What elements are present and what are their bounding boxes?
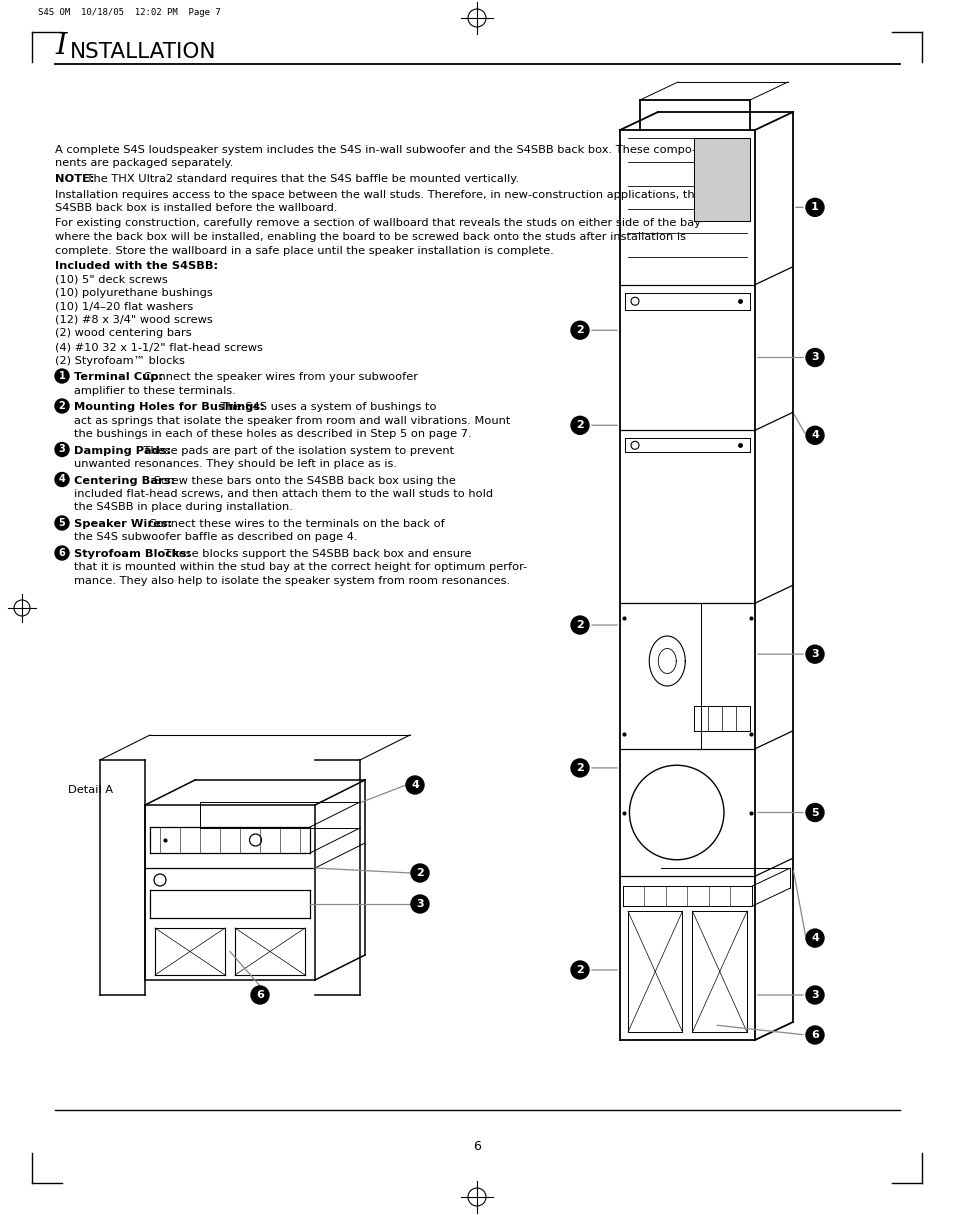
Text: 1: 1: [810, 203, 818, 213]
Text: unwanted resonances. They should be left in place as is.: unwanted resonances. They should be left…: [74, 459, 396, 469]
Text: included flat-head screws, and then attach them to the wall studs to hold: included flat-head screws, and then atta…: [74, 488, 493, 499]
Text: Terminal Cup:: Terminal Cup:: [74, 372, 163, 382]
Circle shape: [805, 803, 823, 821]
Text: Detail A: Detail A: [68, 785, 112, 795]
Text: NSTALLATION: NSTALLATION: [70, 43, 216, 62]
Circle shape: [55, 442, 69, 457]
Text: 4: 4: [411, 780, 418, 790]
Text: nents are packaged separately.: nents are packaged separately.: [55, 158, 233, 169]
Text: Mounting Holes for Bushings:: Mounting Holes for Bushings:: [74, 402, 265, 412]
Text: 3: 3: [810, 990, 818, 1000]
Text: the S4S subwoofer baffle as described on page 4.: the S4S subwoofer baffle as described on…: [74, 532, 357, 543]
Text: 5: 5: [58, 518, 66, 529]
Text: Styrofoam Blocks:: Styrofoam Blocks:: [74, 549, 191, 559]
Text: (2) wood centering bars: (2) wood centering bars: [55, 328, 192, 339]
Text: (2) Styrofoam™ blocks: (2) Styrofoam™ blocks: [55, 356, 185, 366]
Text: S4S OM  10/18/05  12:02 PM  Page 7: S4S OM 10/18/05 12:02 PM Page 7: [38, 9, 220, 17]
Circle shape: [55, 399, 69, 413]
Text: act as springs that isolate the speaker from room and wall vibrations. Mount: act as springs that isolate the speaker …: [74, 416, 510, 425]
Text: 2: 2: [576, 763, 583, 773]
Circle shape: [805, 1025, 823, 1044]
Circle shape: [805, 929, 823, 948]
Circle shape: [55, 369, 69, 383]
Circle shape: [411, 864, 429, 882]
Circle shape: [805, 426, 823, 445]
Text: where the back box will be installed, enabling the board to be screwed back onto: where the back box will be installed, en…: [55, 232, 685, 242]
Text: 4: 4: [810, 430, 818, 440]
Text: 2: 2: [576, 326, 583, 335]
Circle shape: [55, 546, 69, 560]
Text: (4) #10 32 x 1-1/2" flat-head screws: (4) #10 32 x 1-1/2" flat-head screws: [55, 341, 263, 352]
Text: Included with the S4SBB:: Included with the S4SBB:: [55, 261, 218, 271]
Text: 6: 6: [255, 990, 264, 1000]
Text: 1: 1: [58, 371, 66, 382]
Text: I: I: [55, 32, 67, 60]
Text: 3: 3: [810, 649, 818, 660]
Text: Centering Bars:: Centering Bars:: [74, 475, 175, 486]
Text: 4: 4: [58, 475, 66, 485]
Text: The THX Ultra2 standard requires that the S4S baffle be mounted vertically.: The THX Ultra2 standard requires that th…: [83, 174, 518, 183]
Text: 2: 2: [576, 420, 583, 430]
Text: Connect the speaker wires from your subwoofer: Connect the speaker wires from your subw…: [140, 372, 417, 382]
Circle shape: [251, 987, 269, 1004]
Text: 3: 3: [810, 352, 818, 362]
Text: 3: 3: [58, 445, 66, 454]
Text: For existing construction, carefully remove a section of wallboard that reveals : For existing construction, carefully rem…: [55, 219, 700, 228]
Text: 6: 6: [58, 548, 66, 558]
Text: The S4S uses a system of bushings to: The S4S uses a system of bushings to: [216, 402, 436, 412]
Text: Connect these wires to the terminals on the back of: Connect these wires to the terminals on …: [145, 519, 445, 529]
Text: NOTE:: NOTE:: [55, 174, 94, 183]
Circle shape: [805, 349, 823, 367]
Circle shape: [571, 961, 588, 979]
Text: (10) 1/4–20 flat washers: (10) 1/4–20 flat washers: [55, 301, 193, 311]
Text: 6: 6: [810, 1030, 818, 1040]
Circle shape: [55, 473, 69, 486]
Text: the bushings in each of these holes as described in Step 5 on page 7.: the bushings in each of these holes as d…: [74, 429, 471, 439]
Text: 4: 4: [810, 933, 818, 943]
Text: mance. They also help to isolate the speaker system from room resonances.: mance. They also help to isolate the spe…: [74, 576, 510, 586]
Circle shape: [571, 417, 588, 434]
Text: complete. Store the wallboard in a safe place until the speaker installation is : complete. Store the wallboard in a safe …: [55, 245, 553, 255]
Text: 6: 6: [473, 1141, 480, 1153]
Circle shape: [411, 895, 429, 912]
Text: that it is mounted within the stud bay at the correct height for optimum perfor-: that it is mounted within the stud bay a…: [74, 563, 527, 572]
Circle shape: [805, 987, 823, 1004]
Text: Speaker Wires:: Speaker Wires:: [74, 519, 172, 529]
Text: amplifier to these terminals.: amplifier to these terminals.: [74, 385, 235, 396]
Circle shape: [571, 616, 588, 634]
Circle shape: [805, 198, 823, 216]
Text: S4SBB back box is installed before the wallboard.: S4SBB back box is installed before the w…: [55, 203, 337, 213]
Text: These blocks support the S4SBB back box and ensure: These blocks support the S4SBB back box …: [160, 549, 471, 559]
Text: 2: 2: [416, 868, 423, 878]
Text: Screw these bars onto the S4SBB back box using the: Screw these bars onto the S4SBB back box…: [151, 475, 456, 486]
Text: Installation requires access to the space between the wall studs. Therefore, in : Installation requires access to the spac…: [55, 190, 700, 199]
Text: (10) polyurethane bushings: (10) polyurethane bushings: [55, 288, 213, 298]
Circle shape: [805, 645, 823, 663]
Text: 2: 2: [58, 401, 66, 411]
Circle shape: [571, 321, 588, 339]
Text: (12) #8 x 3/4" wood screws: (12) #8 x 3/4" wood screws: [55, 315, 213, 324]
Text: 5: 5: [810, 808, 818, 818]
Text: Damping Pads:: Damping Pads:: [74, 446, 171, 456]
Text: These pads are part of the isolation system to prevent: These pads are part of the isolation sys…: [140, 446, 454, 456]
Text: (10) 5" deck screws: (10) 5" deck screws: [55, 275, 168, 284]
Text: A complete S4S loudspeaker system includes the S4S in-wall subwoofer and the S4S: A complete S4S loudspeaker system includ…: [55, 145, 696, 156]
Circle shape: [406, 776, 423, 793]
Text: 3: 3: [416, 899, 423, 909]
Text: the S4SBB in place during installation.: the S4SBB in place during installation.: [74, 503, 293, 513]
Circle shape: [55, 516, 69, 530]
Text: 2: 2: [576, 965, 583, 974]
Polygon shape: [694, 139, 749, 221]
Text: 2: 2: [576, 620, 583, 631]
Circle shape: [571, 759, 588, 776]
